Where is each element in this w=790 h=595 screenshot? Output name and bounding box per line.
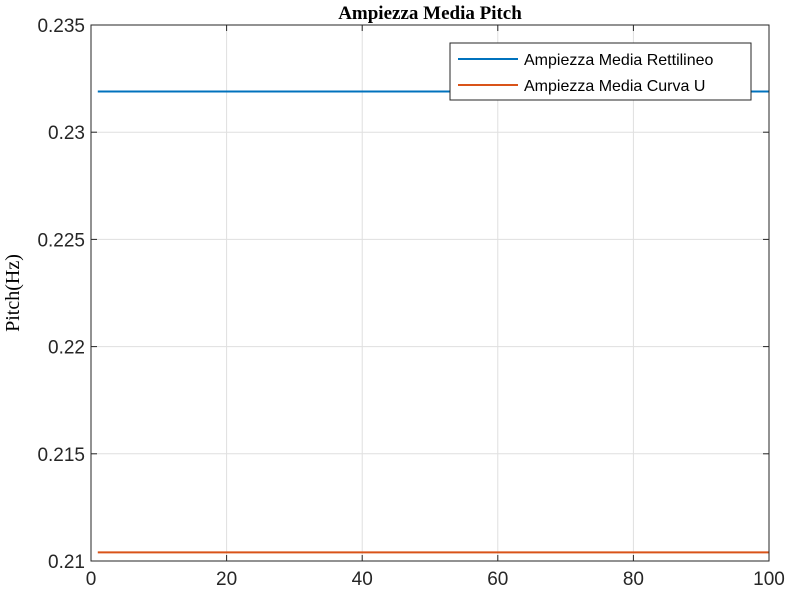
x-tick-label: 60 xyxy=(487,569,508,590)
x-tick-label: 0 xyxy=(86,569,97,590)
axis-ticks: 0 20 40 60 80 100 0.21 0.215 0.22 0.225 0.23 0.235 xyxy=(37,16,784,590)
x-tick-label: 80 xyxy=(623,569,644,590)
y-tick-label: 0.235 xyxy=(37,16,85,37)
y-tick-label: 0.225 xyxy=(37,230,85,251)
legend: Ampiezza Media Rettilineo Ampiezza Media … xyxy=(449,42,752,101)
legend-label-2: Ampiezza Media Curva U xyxy=(524,78,705,95)
chart-title: Ampiezza Media Pitch xyxy=(338,3,522,24)
y-tick-label: 0.23 xyxy=(48,123,85,144)
plot-area xyxy=(91,25,769,561)
y-tick-label: 0.215 xyxy=(37,445,85,466)
x-tick-label: 20 xyxy=(216,569,237,590)
plot-frame xyxy=(90,24,770,562)
x-tick-label: 100 xyxy=(753,569,785,590)
y-axis-label: Pitch(Hz) xyxy=(2,254,24,332)
legend-box xyxy=(449,42,752,101)
y-tick-label: 0.21 xyxy=(48,552,85,573)
legend-label-1: Ampiezza Media Rettilineo xyxy=(524,52,714,69)
y-tick-label: 0.22 xyxy=(48,338,85,359)
x-tick-label: 40 xyxy=(352,569,373,590)
